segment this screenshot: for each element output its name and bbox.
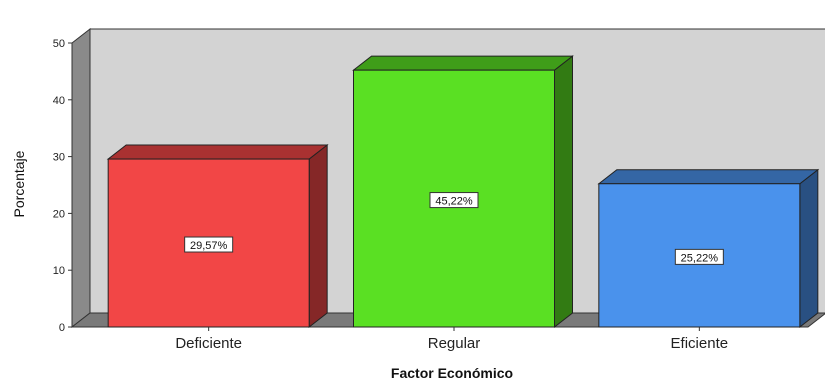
bar-top-face <box>597 169 820 185</box>
data-label-box <box>184 236 234 253</box>
data-label-regular: 45,22% <box>429 192 479 209</box>
y-tick-label: 0 <box>59 322 65 334</box>
data-label-text: 45,22% <box>435 196 473 208</box>
side-wall <box>71 27 91 329</box>
bar-side-face <box>308 144 328 329</box>
bar-top-face <box>106 144 329 160</box>
y-tick-label: 20 <box>53 208 65 220</box>
x-category-label: Regular <box>428 335 481 352</box>
data-label-eficiente: 25,22% <box>674 248 724 265</box>
bar-eficiente <box>597 168 820 329</box>
bar-top-face <box>352 55 574 71</box>
x-axis-title: Factor Económico <box>391 365 513 381</box>
y-tick-label: 50 <box>53 38 65 50</box>
y-tick-label: 30 <box>53 152 65 164</box>
data-label-text: 25,22% <box>681 252 719 264</box>
bar-deficiente <box>106 144 329 329</box>
x-category-label: Eficiente <box>671 335 729 352</box>
data-label-box <box>674 248 724 265</box>
bar-side-face <box>554 55 573 329</box>
data-label-box <box>429 192 479 209</box>
y-tick-label: 10 <box>53 265 65 277</box>
data-label-deficiente: 29,57% <box>184 236 234 253</box>
y-tick-label: 40 <box>53 95 65 107</box>
y-axis-ticks: 0 10 20 30 40 50 <box>53 38 72 334</box>
data-labels: 29,57% 45,22% 25,22% <box>184 192 724 265</box>
bar-side-face <box>799 168 819 329</box>
y-axis-title: Porcentaje <box>11 150 27 217</box>
bar-regular <box>352 55 574 329</box>
x-category-label: Deficiente <box>175 335 242 352</box>
x-axis-categories: Deficiente Regular Eficiente <box>175 327 728 352</box>
data-label-text: 29,57% <box>190 240 228 252</box>
